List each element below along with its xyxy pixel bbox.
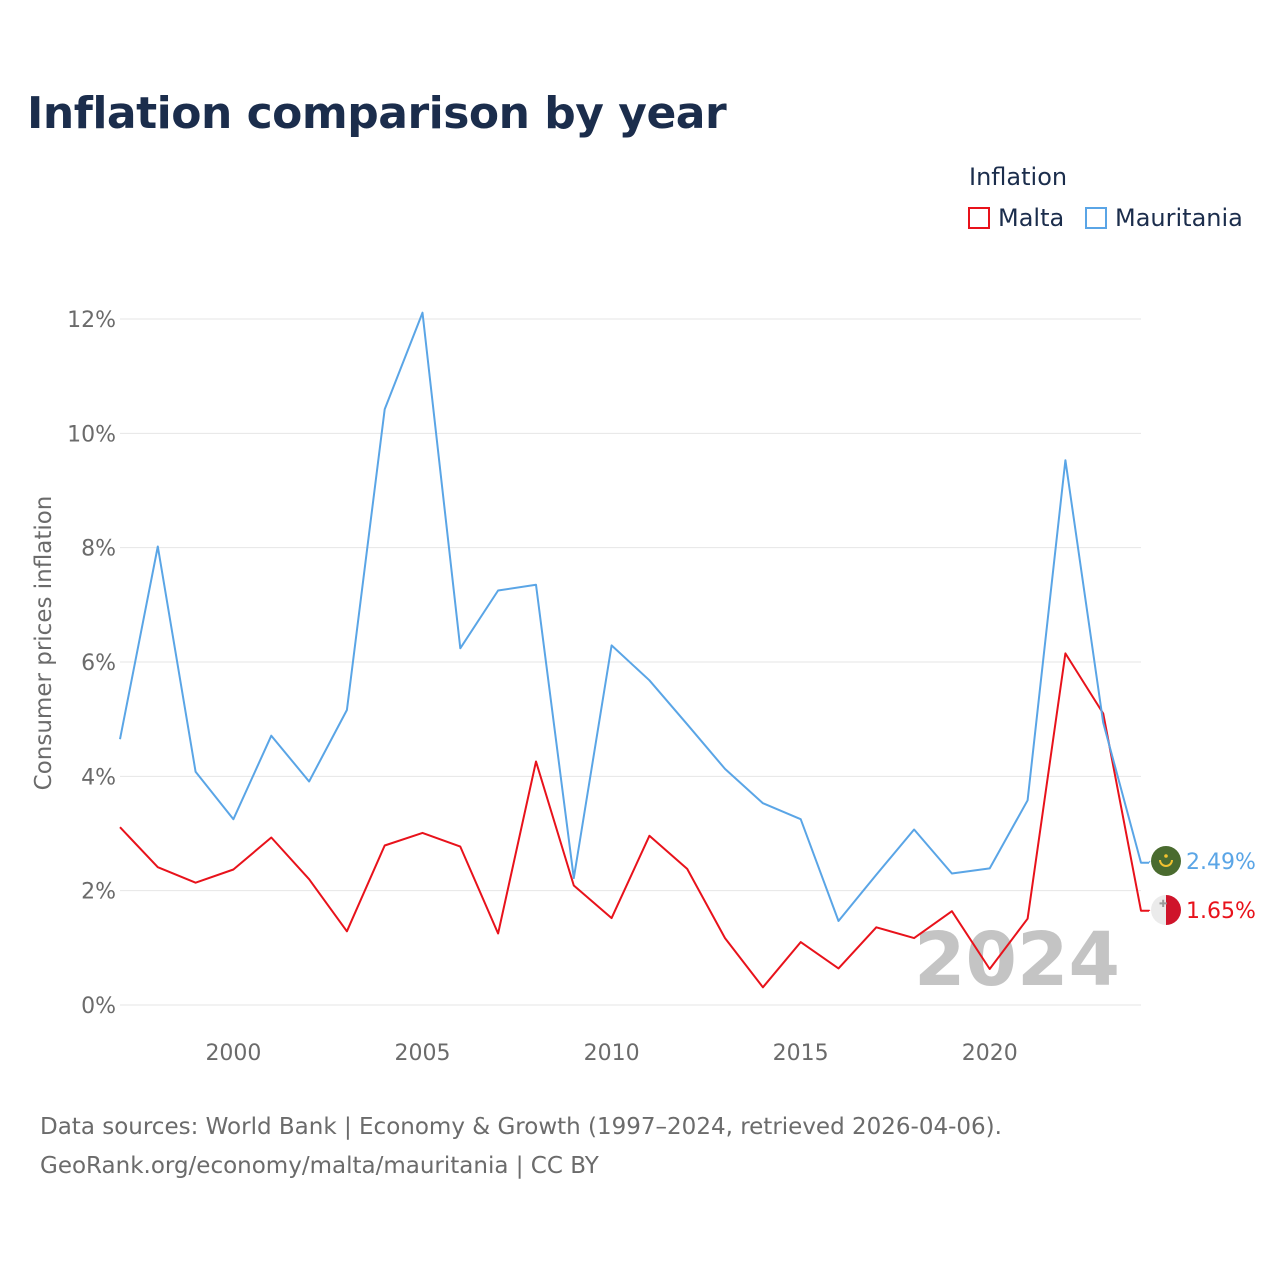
x-tick-label: 2010 [584,1041,640,1066]
end-labels: ✚ 1.65% 2.49% [1148,846,1256,925]
year-watermark: 2024 [914,917,1120,1003]
legend-label-malta: Malta [998,204,1065,232]
x-axis-ticks: 2000 2005 2010 2015 2020 [205,1041,1017,1066]
x-tick-label: 2005 [395,1041,451,1066]
source-note: Data sources: World Bank | Economy & Gro… [40,1108,1002,1186]
y-axis-ticks: 0% 2% 4% 6% 8% 10% 12% [67,308,116,1019]
series-line-malta [119,652,1149,989]
end-label-mauritania: 2.49% [1186,850,1256,875]
source-line-2[interactable]: GeoRank.org/economy/malta/mauritania | C… [40,1153,599,1179]
y-axis-label: Consumer prices inflation [31,496,57,791]
x-tick-label: 2020 [962,1041,1018,1066]
y-tick-label: 2% [81,880,116,905]
star-shape [1164,854,1168,858]
page-title: Inflation comparison by year [27,88,727,139]
y-tick-label: 0% [81,994,116,1019]
end-connector-mauritania [1148,860,1151,863]
y-tick-label: 4% [81,765,116,790]
flag-malta-icon: ✚ [1151,895,1181,925]
source-line-1: Data sources: World Bank | Economy & Gro… [40,1114,1002,1140]
flag-mauritania-icon [1151,846,1181,876]
end-label-malta: 1.65% [1186,899,1256,924]
flag-red-half [1166,895,1181,925]
legend-item-mauritania[interactable]: Mauritania [1085,204,1243,232]
end-connector-malta [1148,909,1151,912]
y-tick-label: 6% [81,651,116,676]
legend-title: Inflation [969,163,1068,191]
x-tick-label: 2015 [773,1041,829,1066]
legend-item-malta[interactable]: Malta [968,204,1064,232]
y-tick-label: 12% [67,308,116,333]
legend-label-mauritania: Mauritania [1115,204,1243,232]
flag-disc [1151,846,1181,876]
series-line-mauritania [119,311,1149,922]
crescent-shape [1159,859,1173,867]
cross-shape: ✚ [1159,899,1167,910]
series-group [119,311,1149,989]
y-tick-label: 10% [67,422,116,447]
legend-swatch-malta [968,207,990,229]
x-tick-label: 2000 [205,1041,261,1066]
y-tick-label: 8% [81,537,116,562]
legend-swatch-mauritania [1085,207,1107,229]
